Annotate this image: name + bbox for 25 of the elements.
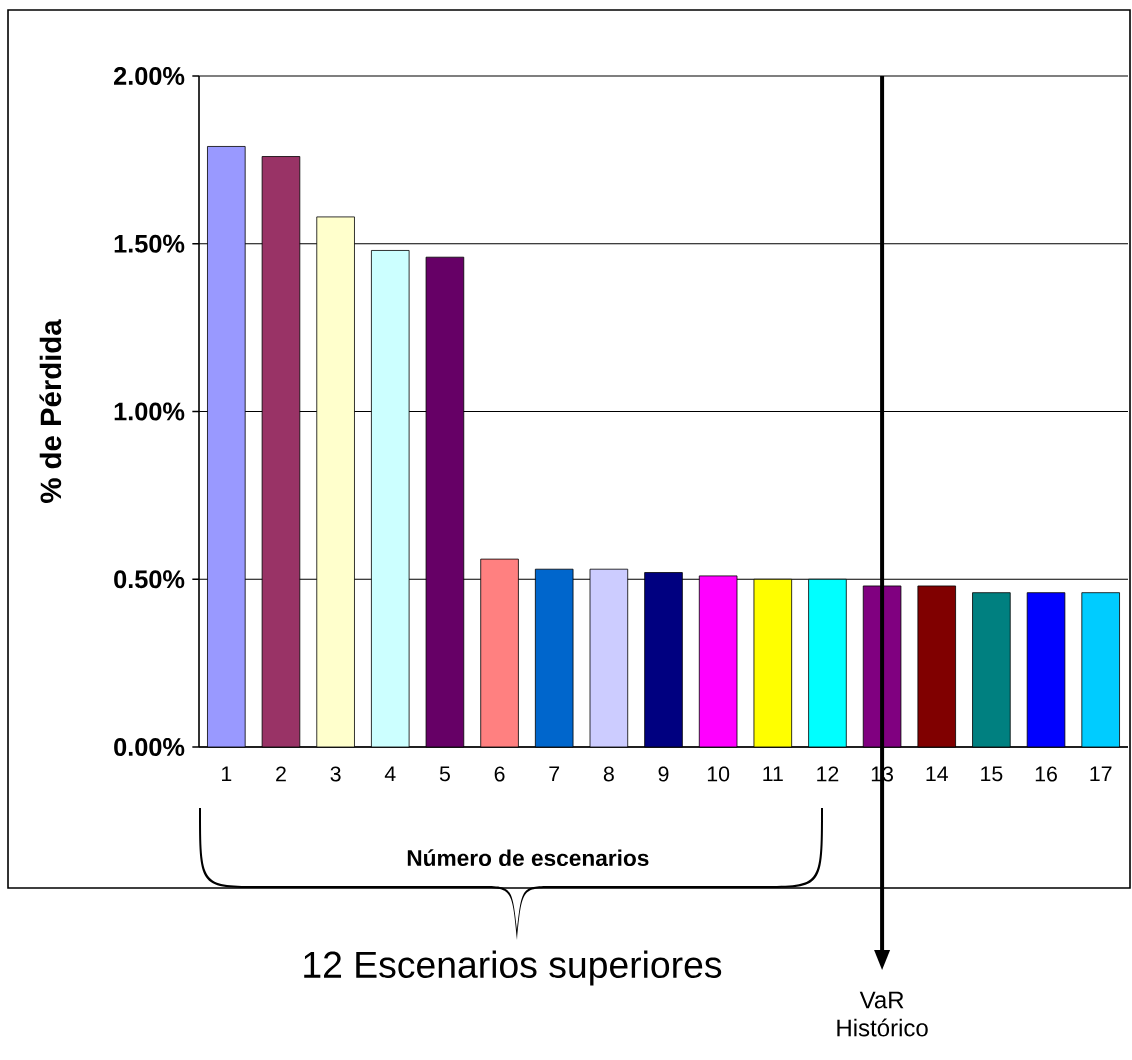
x-axis-title: Número de escenarios (407, 849, 649, 867)
y-tick-label: 1.50% (114, 234, 185, 253)
x-tick-label: 5 (439, 766, 450, 782)
text: 12 Escenarios superiores (304, 950, 722, 986)
x-tick-label: 16 (1035, 766, 1057, 782)
x-tick-label: 2 (276, 766, 286, 782)
x-tick-label: 10 (707, 766, 730, 782)
y-tick-label: 1.00% (114, 402, 185, 421)
x-tick-label: 3 (330, 766, 341, 782)
x-tick-label: 12 (817, 766, 839, 782)
x-tick-label: 6 (494, 766, 505, 782)
x-tick-label: 17 (1090, 766, 1112, 782)
y-tick-label: 0.50% (114, 570, 185, 589)
x-tick-label: 4 (384, 766, 396, 782)
x-tick-label: 8 (603, 766, 614, 782)
x-tick-label: 7 (549, 766, 560, 782)
x-tick-label: 11 (763, 766, 783, 782)
x-tick-label: 14 (926, 766, 948, 782)
x-tick-label: 1 (222, 766, 232, 782)
ref-line-label: VaR Histórico (837, 991, 928, 1037)
x-tick-label: 9 (658, 766, 669, 782)
y-axis-title: % de Pérdida (39, 319, 62, 503)
y-tick-label: 0.00% (114, 738, 185, 756)
y-tick-label: 2.00% (114, 67, 185, 85)
x-tick-label: 15 (981, 766, 1003, 782)
